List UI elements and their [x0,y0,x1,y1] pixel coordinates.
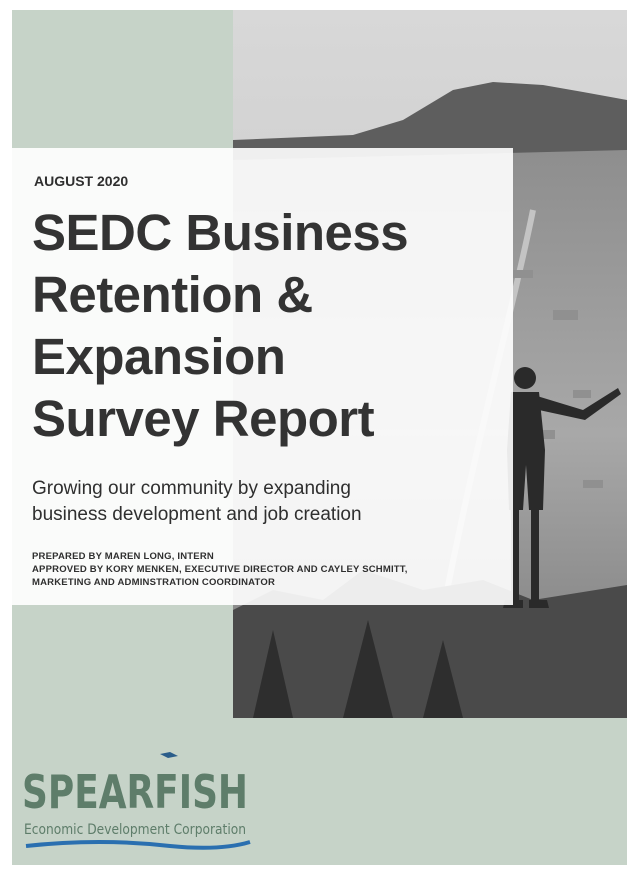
credit-line: PREPARED BY MAREN LONG, INTERN [32,551,214,562]
credit-line: MARKETING AND ADMINSTRATION COORDINATOR [32,577,275,588]
logo-name: SPEARFISH [22,765,248,819]
title-line: Expansion [32,328,286,385]
title-line: SEDC Business [32,204,409,261]
title-line: Survey Report [32,390,375,447]
credit-line: APPROVED BY KORY MENKEN, EXECUTIVE DIREC… [32,564,408,575]
title-panel: AUGUST 2020 SEDC Business Retention & Ex… [12,148,513,605]
credits: PREPARED BY MAREN LONG, INTERN APPROVED … [32,550,408,589]
subtitle: Growing our community by expanding busin… [32,476,362,528]
title-line: Retention & [32,266,313,323]
report-title: SEDC Business Retention & Expansion Surv… [32,202,409,450]
date: AUGUST 2020 [34,173,129,189]
subtitle-line: business development and job creation [32,504,362,525]
subtitle-line: Growing our community by expanding [32,478,351,499]
logo: SPEARFISH Economic Development Corporati… [22,752,251,850]
cover: AUGUST 2020 SEDC Business Retention & Ex… [12,10,627,865]
logo-tagline: Economic Development Corporation [24,822,246,838]
hiker-figure [503,367,621,608]
